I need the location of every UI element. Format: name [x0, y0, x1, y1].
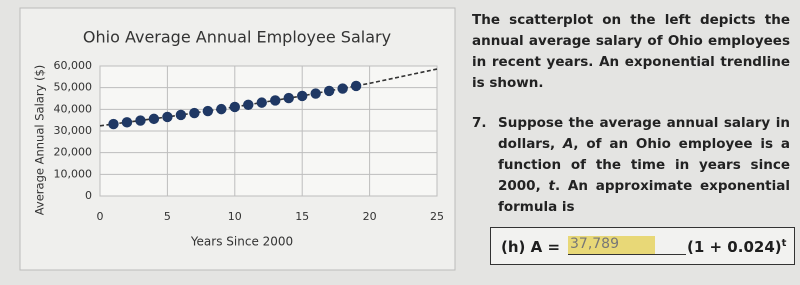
- question-part: Suppose the average annual salary in dol…: [498, 115, 790, 152]
- question-variable: t: [548, 178, 555, 194]
- intro-bold: exponential: [624, 54, 715, 70]
- data-point: [175, 109, 187, 121]
- x-tick-label: 20: [363, 210, 377, 223]
- data-point: [216, 103, 227, 115]
- y-tick-label: 40,000: [54, 102, 93, 115]
- trendline: [99, 68, 438, 127]
- question-variable: A: [562, 136, 574, 152]
- data-point: [229, 101, 240, 113]
- formula-exponent: t: [781, 238, 787, 249]
- y-tick-label: 0: [85, 189, 92, 202]
- x-tick-label: 15: [295, 210, 309, 223]
- y-tick-label: 60,000: [54, 59, 93, 72]
- answer-blank: 37,789: [568, 234, 686, 255]
- data-point: [135, 115, 146, 126]
- x-tick-label: 10: [228, 210, 242, 223]
- chart-title: Ohio Average Annual Employee Salary: [83, 28, 391, 47]
- data-point: [350, 80, 362, 92]
- data-point: [256, 97, 267, 108]
- answer-box: (h) A = 37,789 (1 + 0.024)t: [490, 227, 795, 265]
- question-part: . An approximate exponential formula is: [498, 178, 791, 215]
- question-text: Suppose the average annual salary in dol…: [498, 113, 790, 218]
- data-point: [108, 118, 119, 130]
- chart: Ohio Average Annual Employee Salary Year…: [19, 7, 456, 271]
- data-point: [297, 90, 308, 102]
- formula-base: (1 + 0.024): [687, 238, 782, 256]
- question-part: , of an Ohio employee is a function of t…: [498, 136, 791, 194]
- data-point: [189, 107, 200, 119]
- intro-after: trendline is shown.: [472, 54, 790, 91]
- y-tick-label: 10,000: [54, 167, 93, 180]
- data-point: [202, 105, 214, 117]
- y-tick-label: 20,000: [54, 146, 93, 159]
- data-point: [270, 95, 281, 106]
- y-tick-label: 50,000: [54, 81, 93, 94]
- data-point: [283, 92, 294, 104]
- data-point: [162, 111, 173, 123]
- answer-value[interactable]: 37,789: [568, 236, 655, 254]
- data-point: [337, 83, 348, 94]
- x-axis-label: Years Since 2000: [190, 235, 293, 249]
- y-axis-label: Average Annual Salary ($): [33, 65, 47, 216]
- intro-text: The scatterplot on the left depicts the …: [472, 10, 790, 94]
- intro-before: The scatterplot on the left depicts the …: [472, 12, 790, 70]
- question-number: 7.: [472, 115, 487, 131]
- x-tick-label: 0: [97, 210, 104, 223]
- data-point: [323, 85, 335, 97]
- y-tick-label: 30,000: [54, 124, 93, 137]
- x-tick-label: 5: [164, 210, 171, 223]
- x-tick-label: 25: [430, 210, 444, 223]
- answer-label: (h) A =: [501, 238, 561, 256]
- question: 7. Suppose the average annual salary in d…: [472, 113, 790, 218]
- data-point: [243, 99, 254, 110]
- answer-formula: (1 + 0.024)t: [687, 238, 786, 256]
- data-point: [148, 113, 160, 125]
- data-point: [310, 88, 321, 99]
- data-point: [121, 117, 133, 128]
